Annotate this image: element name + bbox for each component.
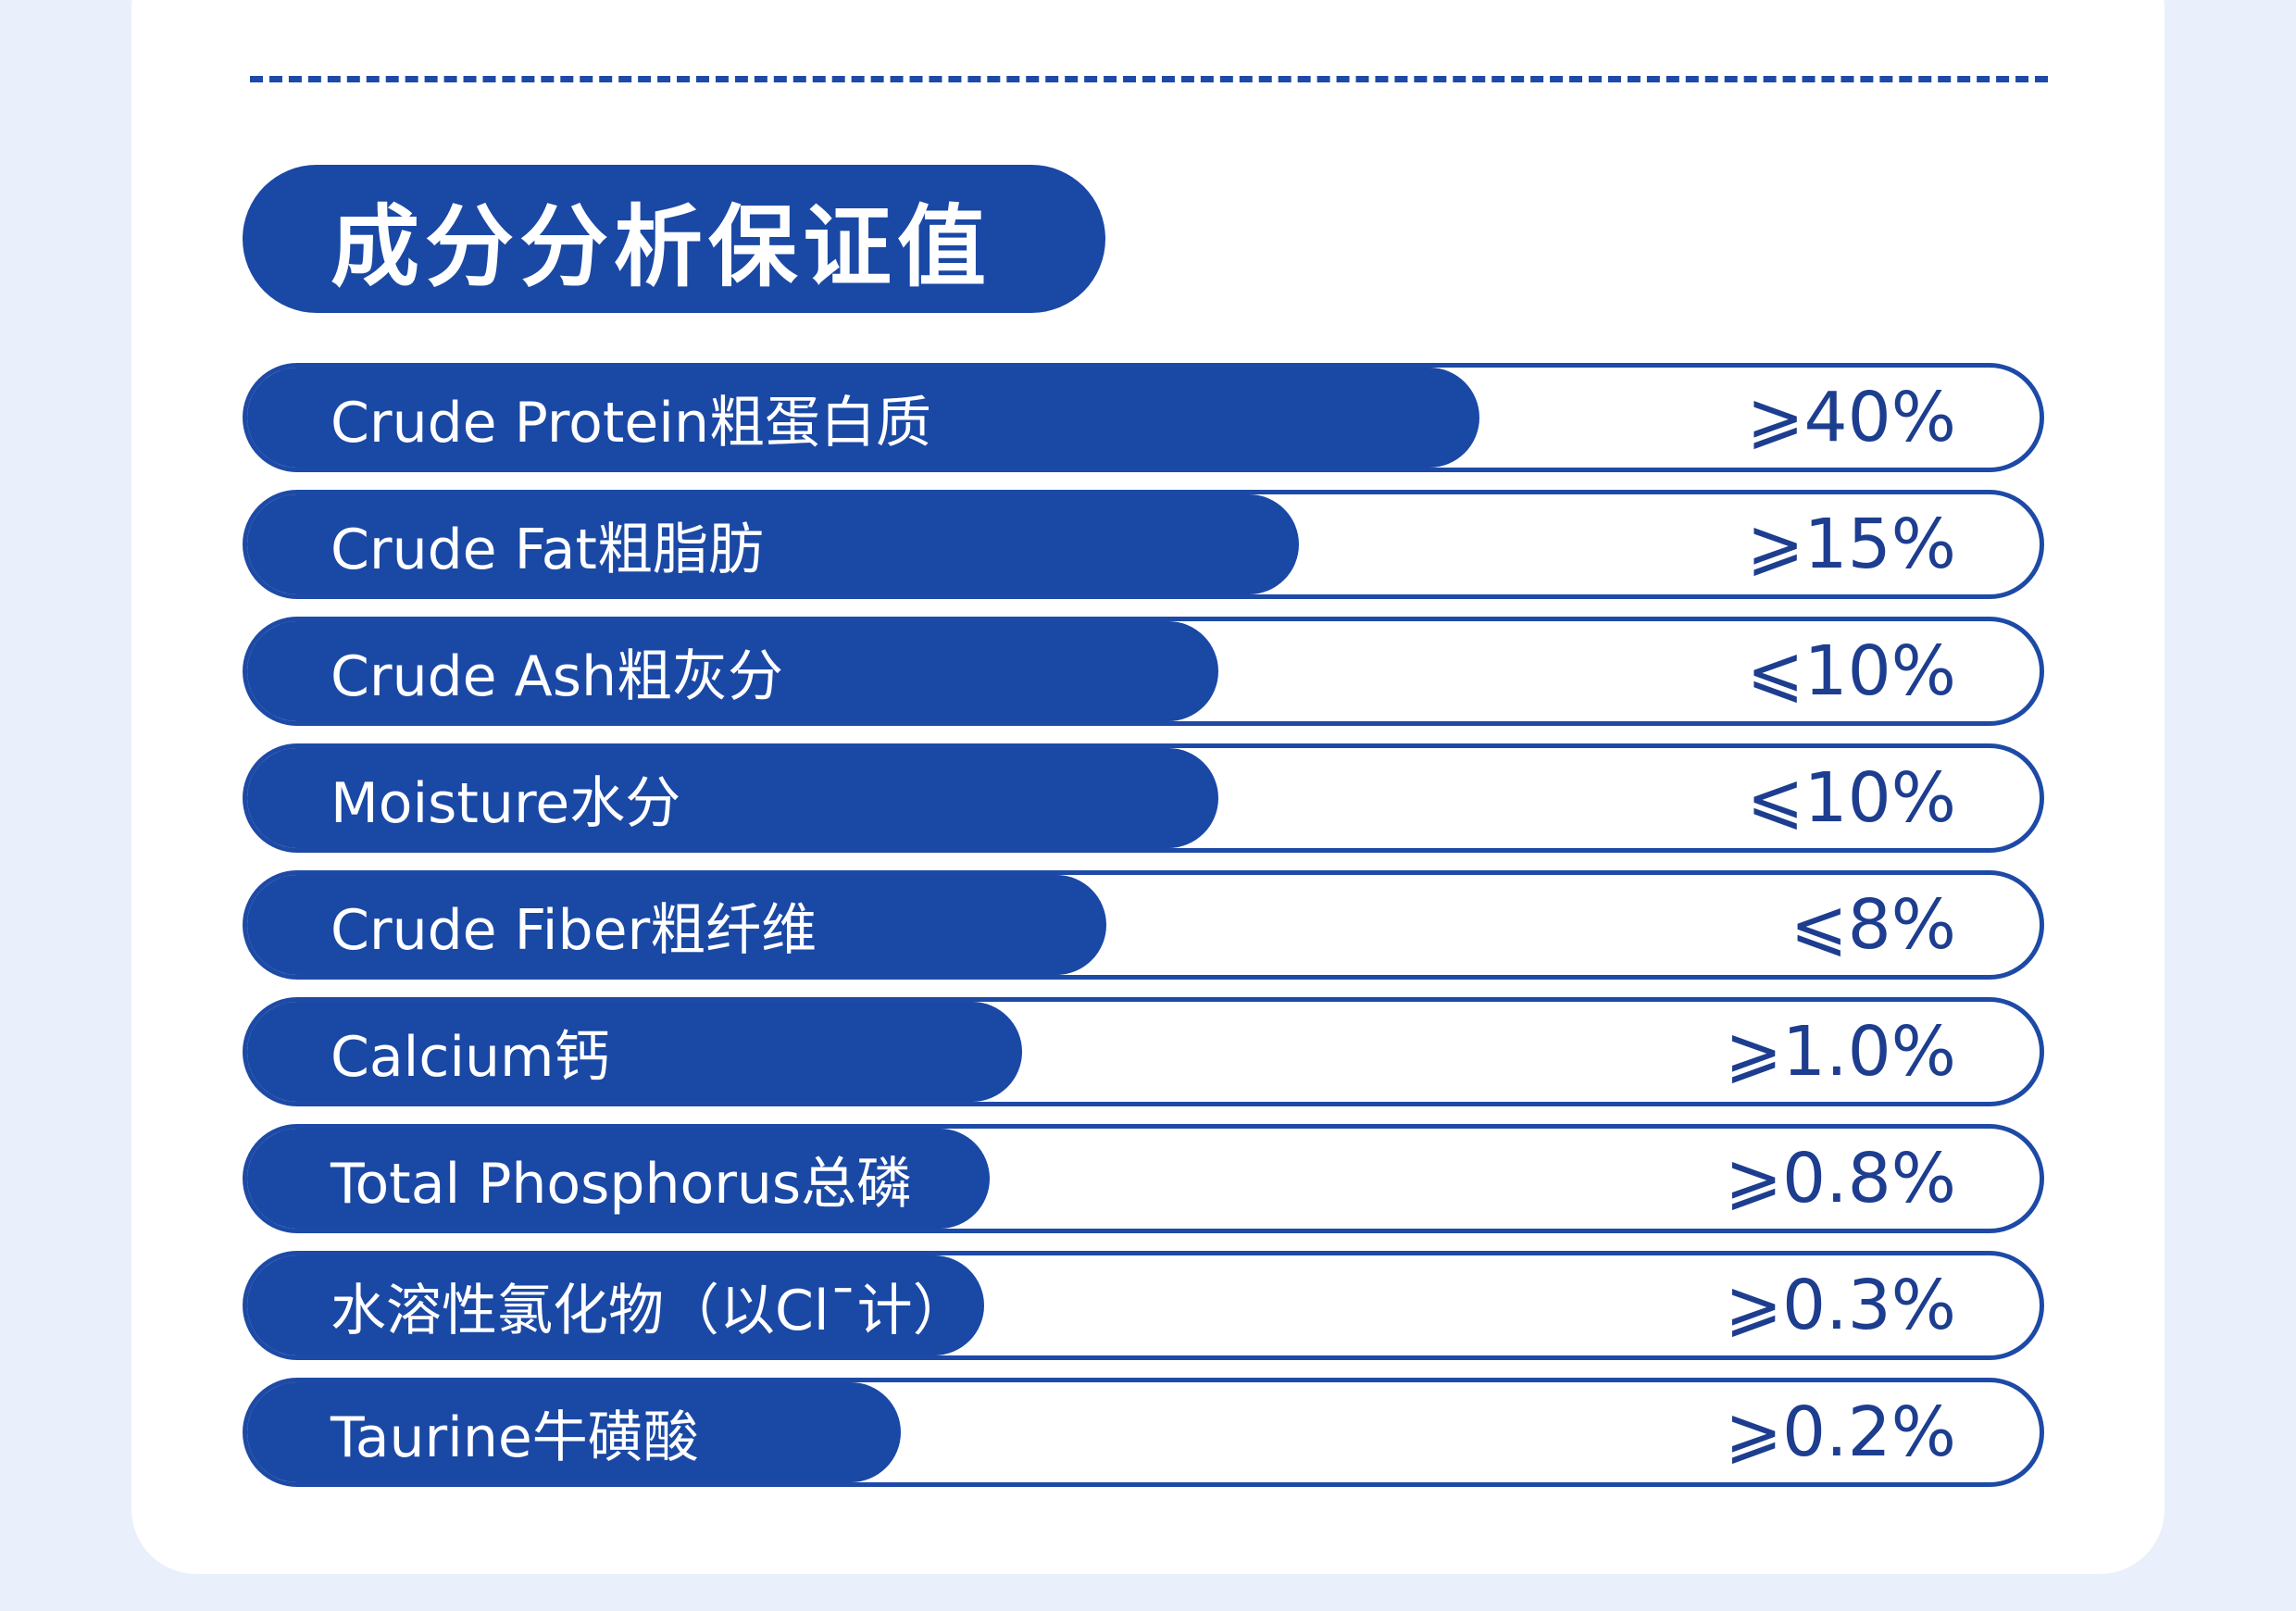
nutrient-row: Crude Ash粗灰分 ⩽10%: [243, 617, 2044, 726]
dashed-divider: [250, 76, 2048, 82]
nutrient-label: 水溶性氯化物（以Cl¯计）: [331, 1278, 968, 1343]
nutrient-bar: [247, 1129, 990, 1229]
section-title: 成分分析保证值: [243, 165, 1105, 313]
nutrient-row: Calcium钙 ⩾1.0%: [243, 997, 2044, 1106]
nutrient-bar: [247, 1002, 1022, 1102]
nutrient-value: ⩽10%: [1746, 758, 1956, 838]
nutrient-bar: [247, 875, 1106, 975]
nutrient-label: Total Phosphorus总磷: [331, 1151, 913, 1217]
nutrient-label: Crude Fat粗脂肪: [331, 517, 764, 582]
nutrient-row: Crude Fat粗脂肪 ⩾15%: [243, 490, 2044, 599]
nutrient-row: Total Phosphorus总磷 ⩾0.8%: [243, 1124, 2044, 1233]
nutrient-value: ⩾0.2%: [1724, 1392, 1956, 1472]
nutrient-value: ⩾1.0%: [1724, 1012, 1956, 1092]
nutrient-row: Taurine牛磺酸 ⩾0.2%: [243, 1378, 2044, 1487]
nutrient-label: Taurine牛磺酸: [331, 1405, 699, 1470]
nutrient-bar: [247, 494, 1299, 594]
nutrient-bar: [247, 621, 1218, 721]
nutrient-bar: [247, 1255, 984, 1355]
nutrient-label: Calcium钙: [331, 1024, 610, 1090]
nutrient-value: ⩾0.8%: [1724, 1139, 1956, 1218]
nutrient-value: ⩽8%: [1790, 885, 1956, 965]
nutrient-value: ⩽10%: [1746, 631, 1956, 711]
nutrient-row: Crude Protein粗蛋白质 ⩾40%: [243, 363, 2044, 472]
nutrient-row: 水溶性氯化物（以Cl¯计） ⩾0.3%: [243, 1251, 2044, 1360]
nutrient-bar: [247, 368, 1479, 468]
nutrient-row: Moisture水分 ⩽10%: [243, 743, 2044, 853]
nutrient-label: Crude Protein粗蛋白质: [331, 390, 931, 456]
nutrient-label: Crude Ash粗灰分: [331, 643, 783, 709]
nutrient-bar: [247, 748, 1218, 848]
nutrient-value: ⩾40%: [1746, 378, 1956, 457]
nutrient-label: Crude Fiber粗纤维: [331, 897, 817, 963]
nutrient-label: Moisture水分: [331, 770, 681, 836]
nutrient-value: ⩾15%: [1746, 505, 1956, 584]
nutrient-value: ⩾0.3%: [1724, 1266, 1956, 1345]
nutrient-row: Crude Fiber粗纤维 ⩽8%: [243, 870, 2044, 980]
nutrient-bar: [247, 1382, 901, 1482]
